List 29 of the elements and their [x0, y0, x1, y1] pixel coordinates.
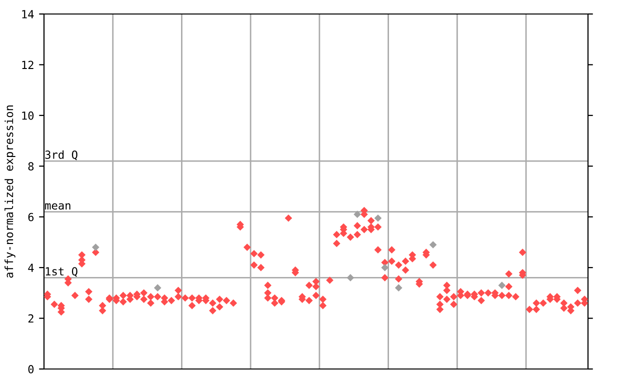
y-tick-label: 14: [22, 10, 34, 18]
point: [154, 284, 162, 292]
point: [429, 241, 437, 248]
ref-line-label: 3rd Q: [45, 150, 78, 160]
y-tick-label: 6: [28, 212, 34, 222]
point: [394, 284, 402, 292]
y-tick-label: 4: [28, 264, 34, 272]
point: [354, 230, 361, 238]
y-tick-label: 10: [22, 111, 34, 120]
point: [346, 274, 354, 282]
point: [381, 274, 389, 282]
point: [312, 292, 320, 300]
ref-line-label: mean: [45, 203, 70, 210]
y-tick-label: 2: [28, 314, 34, 323]
point: [436, 306, 444, 314]
ref-line-label: 1st Q: [46, 267, 78, 277]
y-axis-title: affy-normalized expression: [4, 106, 16, 278]
point: [374, 246, 382, 254]
point: [374, 214, 382, 222]
point: [92, 244, 100, 251]
point: [498, 282, 506, 289]
point: [381, 264, 389, 272]
y-tick-label: 0: [28, 365, 34, 374]
point: [360, 226, 368, 234]
point: [505, 292, 512, 300]
y-tick-label: 8: [28, 162, 34, 171]
y-tick-label: 12: [22, 60, 34, 69]
point: [354, 210, 361, 218]
point: [443, 296, 451, 303]
